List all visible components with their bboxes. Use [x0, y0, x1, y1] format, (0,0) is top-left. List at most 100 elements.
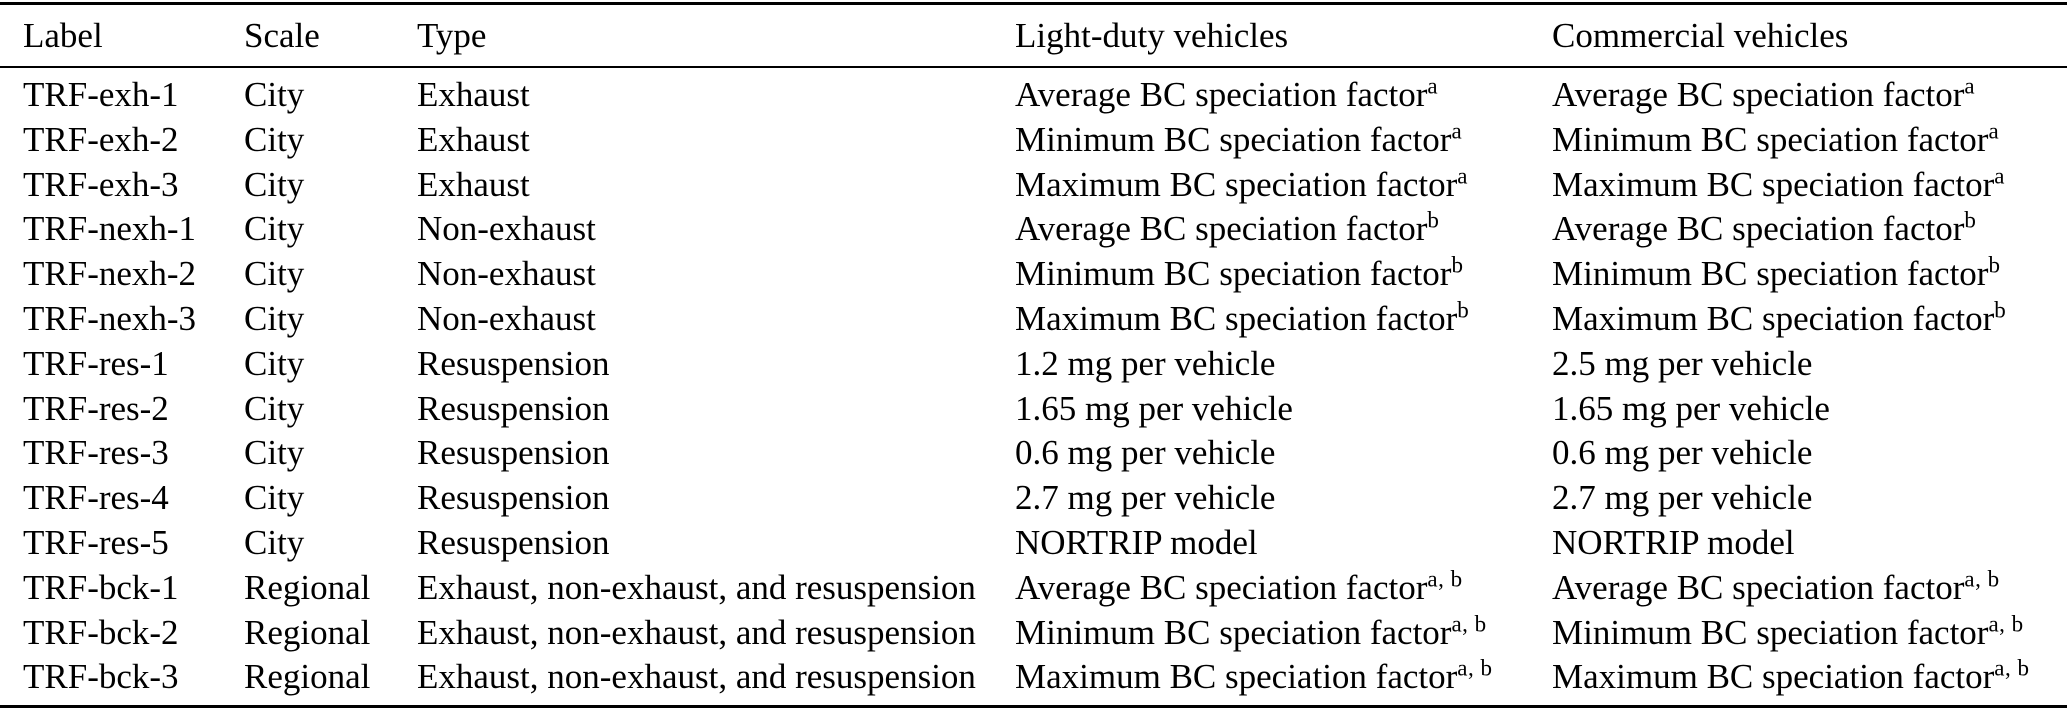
table-row: TRF-nexh-1 City Non-exhaust Average BC s…: [0, 207, 2067, 252]
column-header-scale: Scale: [244, 3, 417, 68]
cell-label: TRF-exh-3: [0, 163, 244, 208]
commercial-value: Minimum BC speciation factor: [1552, 119, 1989, 159]
cell-light-duty: Maximum BC speciation factora: [1015, 163, 1552, 208]
cell-commercial: Minimum BC speciation factorb: [1552, 252, 2067, 297]
commercial-value: Minimum BC speciation factor: [1552, 612, 1989, 652]
light-duty-value: 2.7 mg per vehicle: [1015, 478, 1276, 518]
row-type: Exhaust: [417, 119, 530, 159]
cell-type: Exhaust, non-exhaust, and resuspension: [417, 566, 1015, 611]
cell-scale: Regional: [244, 566, 417, 611]
cell-light-duty: 0.6 mg per vehicle: [1015, 431, 1552, 476]
row-label: TRF-res-4: [23, 478, 169, 518]
light-duty-value: 1.65 mg per vehicle: [1015, 388, 1293, 428]
cell-label: TRF-res-1: [0, 342, 244, 387]
table-row: TRF-bck-1 Regional Exhaust, non-exhaust,…: [0, 566, 2067, 611]
cell-light-duty: NORTRIP model: [1015, 521, 1552, 566]
commercial-value: 0.6 mg per vehicle: [1552, 433, 1813, 473]
cell-light-duty: Minimum BC speciation factora, b: [1015, 611, 1552, 656]
cell-commercial: NORTRIP model: [1552, 521, 2067, 566]
footnote-marker: b: [1451, 252, 1464, 278]
cell-scale: Regional: [244, 611, 417, 656]
commercial-value: 2.5 mg per vehicle: [1552, 343, 1813, 383]
column-header-type: Type: [417, 3, 1015, 68]
cell-commercial: Average BC speciation factora: [1552, 67, 2067, 118]
cell-commercial: Minimum BC speciation factora, b: [1552, 611, 2067, 656]
cell-commercial: 1.65 mg per vehicle: [1552, 387, 2067, 432]
row-label: TRF-res-3: [23, 433, 169, 473]
table-row: TRF-exh-2 City Exhaust Minimum BC specia…: [0, 118, 2067, 163]
cell-label: TRF-exh-2: [0, 118, 244, 163]
row-type: Non-exhaust: [417, 298, 596, 338]
footnote-marker: a: [1988, 118, 2000, 144]
table-row: TRF-exh-1 City Exhaust Average BC specia…: [0, 67, 2067, 118]
light-duty-value: Maximum BC speciation factor: [1015, 298, 1458, 338]
row-scale: City: [244, 75, 305, 114]
cell-light-duty: 1.2 mg per vehicle: [1015, 342, 1552, 387]
row-type: Resuspension: [417, 433, 610, 473]
table-header-row: Label Scale Type Light-duty vehicles Com…: [0, 3, 2067, 68]
cell-label: TRF-res-5: [0, 521, 244, 566]
light-duty-value: Maximum BC speciation factor: [1015, 657, 1458, 697]
light-duty-value: Average BC speciation factor: [1015, 209, 1428, 249]
column-header-light-duty: Light-duty vehicles: [1015, 3, 1552, 68]
footnote-marker: a: [1994, 162, 2005, 188]
row-scale: City: [244, 433, 305, 473]
cell-light-duty: Average BC speciation factora, b: [1015, 566, 1552, 611]
cell-light-duty: Maximum BC speciation factorb: [1015, 297, 1552, 342]
commercial-value: Minimum BC speciation factor: [1552, 254, 1989, 294]
row-label: TRF-bck-1: [23, 567, 179, 607]
row-scale: City: [244, 209, 305, 249]
commercial-value: NORTRIP model: [1552, 522, 1795, 562]
row-type: Resuspension: [417, 388, 610, 428]
cell-scale: City: [244, 431, 417, 476]
commercial-value: 1.65 mg per vehicle: [1552, 388, 1830, 428]
commercial-value: Average BC speciation factor: [1552, 209, 1965, 249]
footnote-marker: b: [1457, 297, 1470, 323]
row-type: Exhaust, non-exhaust, and resuspension: [417, 612, 976, 652]
row-label: TRF-nexh-1: [23, 209, 197, 249]
cell-label: TRF-bck-2: [0, 611, 244, 656]
row-type: Non-exhaust: [417, 254, 596, 294]
row-scale: City: [244, 388, 305, 428]
light-duty-value: 0.6 mg per vehicle: [1015, 433, 1276, 473]
footnote-marker: a, b: [1451, 610, 1487, 636]
row-label: TRF-exh-1: [23, 75, 179, 114]
light-duty-value: Maximum BC speciation factor: [1015, 164, 1458, 204]
cell-label: TRF-res-4: [0, 476, 244, 521]
cell-commercial: Maximum BC speciation factora: [1552, 163, 2067, 208]
cell-commercial: Average BC speciation factorb: [1552, 207, 2067, 252]
light-duty-value: 1.2 mg per vehicle: [1015, 343, 1276, 383]
cell-scale: City: [244, 342, 417, 387]
table-row: TRF-res-4 City Resuspension 2.7 mg per v…: [0, 476, 2067, 521]
row-scale: City: [244, 522, 305, 562]
cell-scale: City: [244, 387, 417, 432]
row-scale: Regional: [244, 657, 371, 697]
table-row: TRF-bck-2 Regional Exhaust, non-exhaust,…: [0, 611, 2067, 656]
commercial-value: Maximum BC speciation factor: [1552, 164, 1995, 204]
row-label: TRF-bck-2: [23, 612, 179, 652]
cell-type: Resuspension: [417, 521, 1015, 566]
commercial-value: 2.7 mg per vehicle: [1552, 478, 1813, 518]
light-duty-value: Minimum BC speciation factor: [1015, 254, 1452, 294]
row-type: Exhaust: [417, 164, 530, 204]
cell-commercial: Minimum BC speciation factora: [1552, 118, 2067, 163]
cell-light-duty: 1.65 mg per vehicle: [1015, 387, 1552, 432]
row-label: TRF-exh-2: [23, 119, 179, 159]
row-type: Resuspension: [417, 478, 610, 518]
cell-scale: Regional: [244, 655, 417, 706]
cell-label: TRF-nexh-2: [0, 252, 244, 297]
cell-scale: City: [244, 67, 417, 118]
footnote-marker: a, b: [1994, 655, 2030, 681]
row-scale: City: [244, 164, 305, 204]
cell-type: Non-exhaust: [417, 297, 1015, 342]
cell-commercial: 2.5 mg per vehicle: [1552, 342, 2067, 387]
row-label: TRF-bck-3: [23, 657, 179, 697]
cell-type: Non-exhaust: [417, 207, 1015, 252]
cell-label: TRF-res-2: [0, 387, 244, 432]
cell-light-duty: Minimum BC speciation factora: [1015, 118, 1552, 163]
cell-commercial: Maximum BC speciation factora, b: [1552, 655, 2067, 706]
row-label: TRF-nexh-2: [23, 254, 197, 294]
table-body: TRF-exh-1 City Exhaust Average BC specia…: [0, 67, 2067, 707]
